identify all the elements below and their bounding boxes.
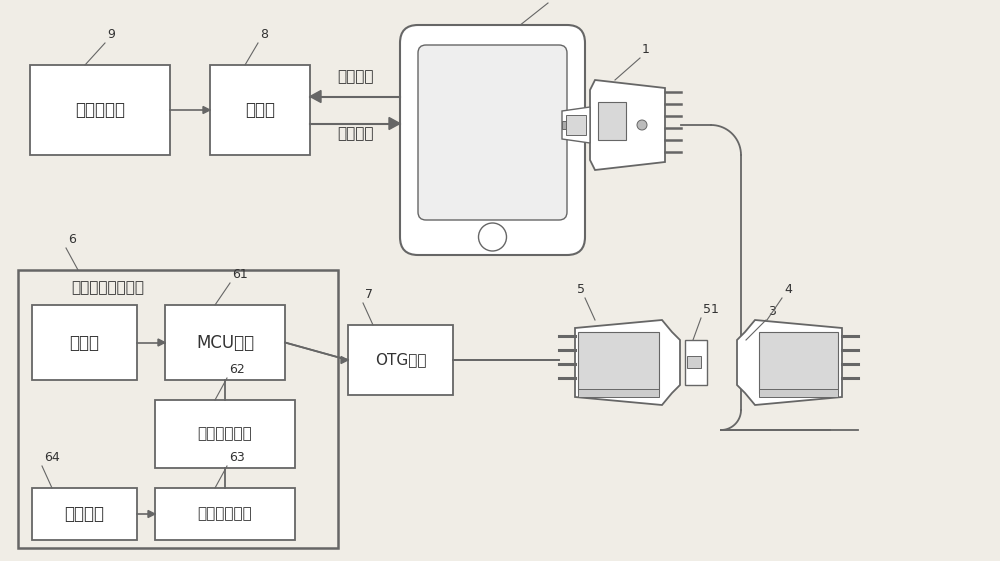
Text: 信号处理模块: 信号处理模块	[198, 507, 252, 522]
Text: 心电电极: 心电电极	[64, 505, 104, 523]
Bar	[348, 325, 453, 395]
Text: 2: 2	[550, 0, 558, 1]
Text: 61: 61	[232, 268, 248, 281]
Polygon shape	[575, 320, 680, 405]
Bar	[32, 305, 137, 380]
Text: 4: 4	[784, 283, 792, 296]
Text: 51: 51	[703, 303, 719, 316]
Text: 请求调用: 请求调用	[337, 70, 373, 85]
Text: 服务器: 服务器	[245, 101, 275, 119]
Bar	[759, 389, 838, 397]
Polygon shape	[310, 90, 321, 103]
Bar	[210, 65, 310, 155]
Text: 7: 7	[365, 288, 373, 301]
Text: 63: 63	[229, 451, 245, 464]
Polygon shape	[341, 356, 348, 364]
Text: 6: 6	[68, 233, 76, 246]
Text: OTG模块: OTG模块	[375, 352, 426, 367]
Bar	[578, 389, 659, 397]
Polygon shape	[590, 80, 665, 170]
Bar	[32, 488, 137, 540]
Bar	[155, 400, 295, 468]
FancyBboxPatch shape	[400, 25, 585, 255]
Bar	[18, 270, 338, 548]
Text: 1: 1	[642, 43, 650, 56]
Text: 显示器: 显示器	[70, 333, 100, 352]
Text: 64: 64	[44, 451, 60, 464]
Polygon shape	[737, 320, 842, 405]
Polygon shape	[158, 339, 165, 346]
Text: 返回结果: 返回结果	[337, 126, 373, 141]
Text: 9: 9	[107, 28, 115, 41]
Polygon shape	[148, 511, 155, 517]
Bar	[566, 115, 586, 135]
Bar	[30, 65, 170, 155]
Text: 62: 62	[229, 363, 245, 376]
Text: 5: 5	[577, 283, 585, 296]
Text: 8: 8	[260, 28, 268, 41]
Bar	[578, 332, 659, 393]
Circle shape	[479, 223, 507, 251]
Bar	[687, 356, 701, 368]
Text: MCU模块: MCU模块	[196, 333, 254, 352]
Bar	[155, 488, 295, 540]
Text: 心电分析仪: 心电分析仪	[75, 101, 125, 119]
Text: 信号转换模块: 信号转换模块	[198, 426, 252, 442]
Polygon shape	[389, 117, 400, 130]
FancyBboxPatch shape	[418, 45, 567, 220]
Circle shape	[637, 120, 647, 130]
Bar	[759, 332, 838, 393]
Bar	[598, 102, 626, 140]
Bar	[562, 121, 568, 129]
Text: 贴片式心电监测仪: 贴片式心电监测仪	[72, 280, 144, 296]
Bar	[165, 305, 285, 380]
Bar	[685, 340, 707, 385]
Polygon shape	[203, 107, 210, 113]
Text: 3: 3	[768, 305, 776, 318]
Polygon shape	[562, 107, 590, 143]
